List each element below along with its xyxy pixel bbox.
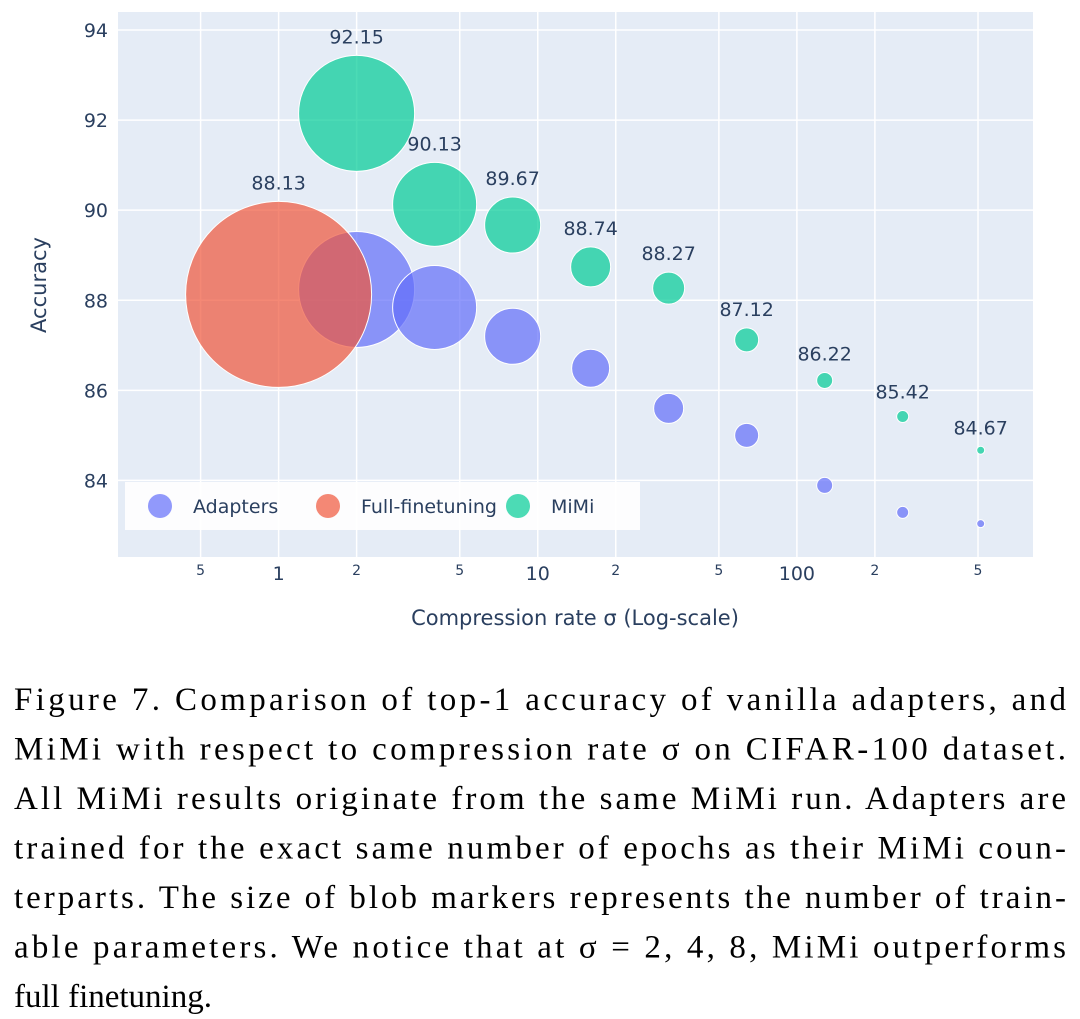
bubble — [571, 348, 611, 388]
data-label: 87.12 — [719, 299, 773, 321]
x-axis-title: Compression rate σ (Log-scale) — [411, 606, 739, 630]
legend-label: MiMi — [551, 496, 594, 518]
legend-marker — [506, 494, 530, 518]
caption-line: terparts. The size of blob markers repre… — [14, 880, 1066, 916]
caption-line: MiMi with respect to compression rate σ … — [14, 732, 1066, 768]
bubble — [484, 307, 542, 365]
x-tick-label: 5 — [455, 563, 464, 579]
bubble — [652, 271, 686, 305]
legend-box — [125, 482, 640, 530]
bubble — [185, 200, 373, 388]
bubble — [976, 445, 986, 455]
bubble — [896, 409, 910, 423]
marks — [185, 54, 986, 529]
data-label: 90.13 — [407, 133, 461, 155]
bubble — [653, 392, 685, 424]
bubble — [896, 505, 910, 519]
bubble — [734, 327, 760, 353]
caption-line: full finetuning. — [14, 979, 212, 1015]
data-label: 92.15 — [329, 26, 383, 48]
y-tick-label: 84 — [84, 470, 108, 492]
bubble — [734, 422, 760, 448]
x-tick-label: 5 — [196, 563, 205, 579]
data-label: 88.27 — [641, 243, 695, 265]
data-label: 84.67 — [953, 417, 1007, 439]
bubble — [816, 476, 834, 494]
legend-label: Full-finetuning — [361, 496, 497, 518]
data-label: 88.13 — [251, 172, 305, 194]
y-tick-label: 86 — [84, 380, 108, 402]
caption-line: trained for the exact same number of epo… — [14, 831, 1066, 867]
y-tick-label: 92 — [84, 110, 108, 132]
x-tick-label: 100 — [779, 563, 815, 585]
bubble — [392, 161, 478, 247]
y-tick-label: 90 — [84, 200, 108, 222]
bubble — [570, 246, 612, 288]
x-tick-label: 1 — [273, 563, 285, 585]
bubble — [976, 519, 986, 529]
bubble — [298, 54, 416, 172]
caption: Figure 7. Comparison of top-1 accuracy o… — [14, 682, 1066, 1015]
caption-line: All MiMi results originate from the same… — [14, 781, 1066, 817]
x-tick-label: 5 — [974, 563, 983, 579]
x-tick-label: 10 — [526, 563, 550, 585]
x-tick-label: 2 — [870, 563, 879, 579]
caption-line: Figure 7. Comparison of top-1 accuracy o… — [14, 682, 1066, 718]
legend-label: Adapters — [193, 496, 278, 518]
y-tick-label: 88 — [84, 290, 108, 312]
data-label: 88.74 — [563, 218, 617, 240]
data-label: 89.67 — [485, 168, 539, 190]
y-axis-title: Accuracy — [27, 237, 51, 333]
labels: 88.13 92.15 90.13 89.67 88.74 88.27 87.12 86.22… — [251, 26, 1007, 439]
legend: Adapters Full-finetuning MiMi — [125, 482, 640, 530]
x-tick-label: 2 — [611, 563, 620, 579]
bubble — [392, 264, 478, 350]
y-tick-label: 94 — [84, 20, 108, 42]
bubble — [816, 371, 834, 389]
x-tick-label: 5 — [714, 563, 723, 579]
bubble — [484, 196, 542, 254]
x-tick-label: 2 — [352, 563, 361, 579]
legend-marker — [316, 494, 340, 518]
data-label: 86.22 — [797, 343, 851, 365]
legend-marker — [148, 494, 172, 518]
data-label: 85.42 — [875, 381, 929, 403]
caption-line: able parameters. We notice that at σ = 2… — [14, 930, 1066, 966]
